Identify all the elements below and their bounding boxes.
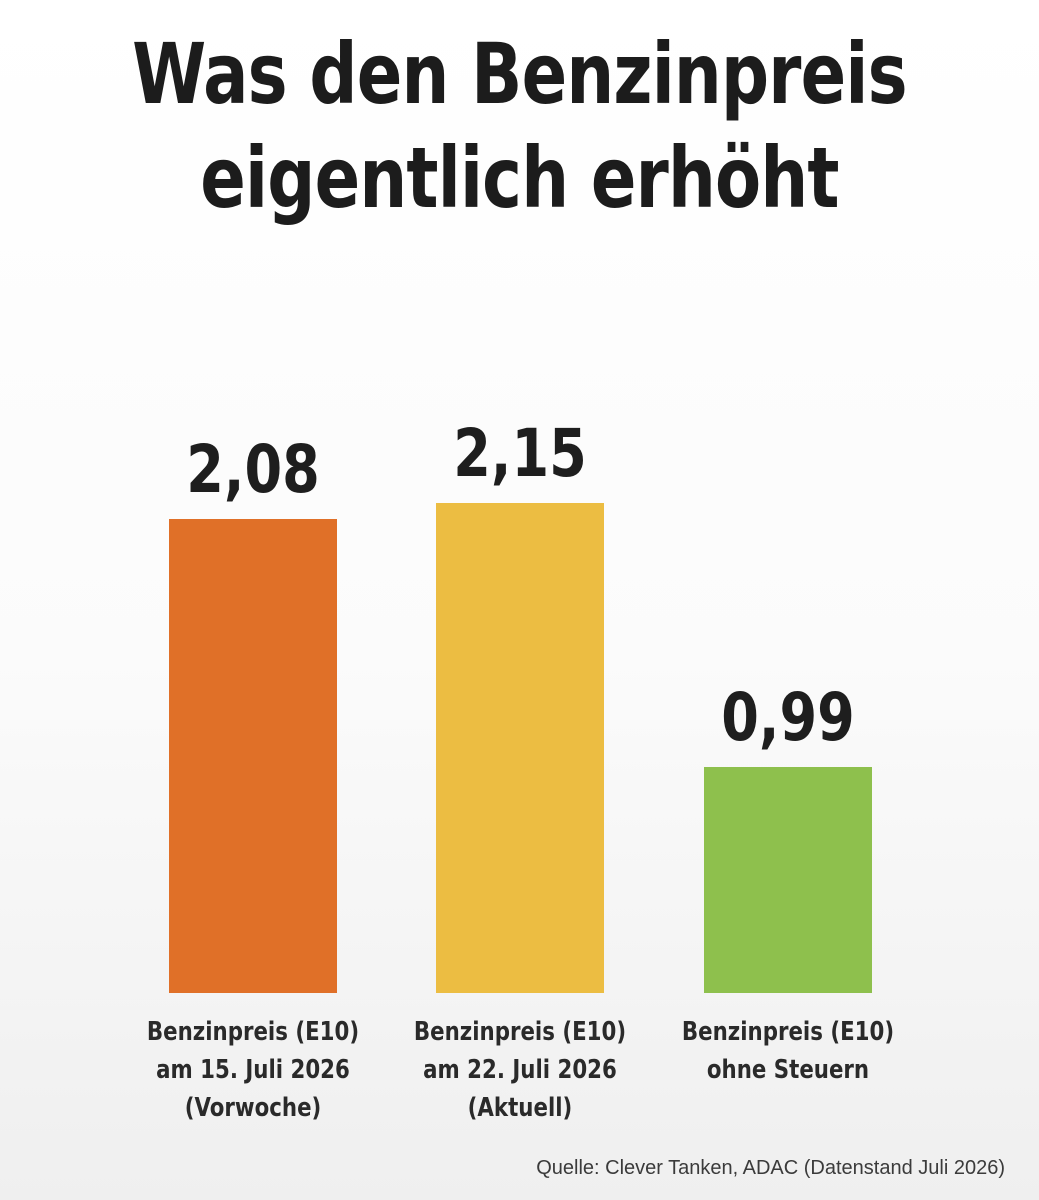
- category-label-line: Benzinpreis (E10): [146, 1017, 360, 1047]
- bar-2: [436, 503, 604, 993]
- bar-3: [704, 767, 872, 993]
- value-label-2: 2,15: [453, 415, 587, 492]
- category-label-1: Benzinpreis (E10) am 15. Juli 2026 (Vorwoc…: [134, 1013, 372, 1127]
- category-label-line: ohne Steuern: [706, 1055, 870, 1085]
- category-label-line: am 15. Juli 2026: [156, 1055, 350, 1085]
- category-label-2: Benzinpreis (E10) am 22. Juli 2026 (Aktuel…: [401, 1013, 639, 1127]
- source-note: Quelle: Clever Tanken, ADAC (Datenstand …: [536, 1157, 1005, 1179]
- category-label-line: (Vorwoche): [184, 1093, 322, 1123]
- title-line-1: Was den Benzinpreis: [132, 25, 907, 123]
- category-label-line: (Aktuell): [467, 1093, 573, 1123]
- page-title: Was den Benzinpreis eigentlich erhöht: [104, 22, 935, 230]
- bar-1: [169, 519, 337, 993]
- category-label-line: Benzinpreis (E10): [681, 1017, 895, 1047]
- category-label-line: Benzinpreis (E10): [413, 1017, 627, 1047]
- value-label-1: 2,08: [186, 431, 320, 508]
- title-line-2: eigentlich erhöht: [200, 129, 839, 227]
- category-label-line: am 22. Juli 2026: [423, 1055, 617, 1085]
- category-label-3: Benzinpreis (E10) ohne Steuern: [669, 1013, 907, 1089]
- value-label-3: 0,99: [721, 679, 855, 756]
